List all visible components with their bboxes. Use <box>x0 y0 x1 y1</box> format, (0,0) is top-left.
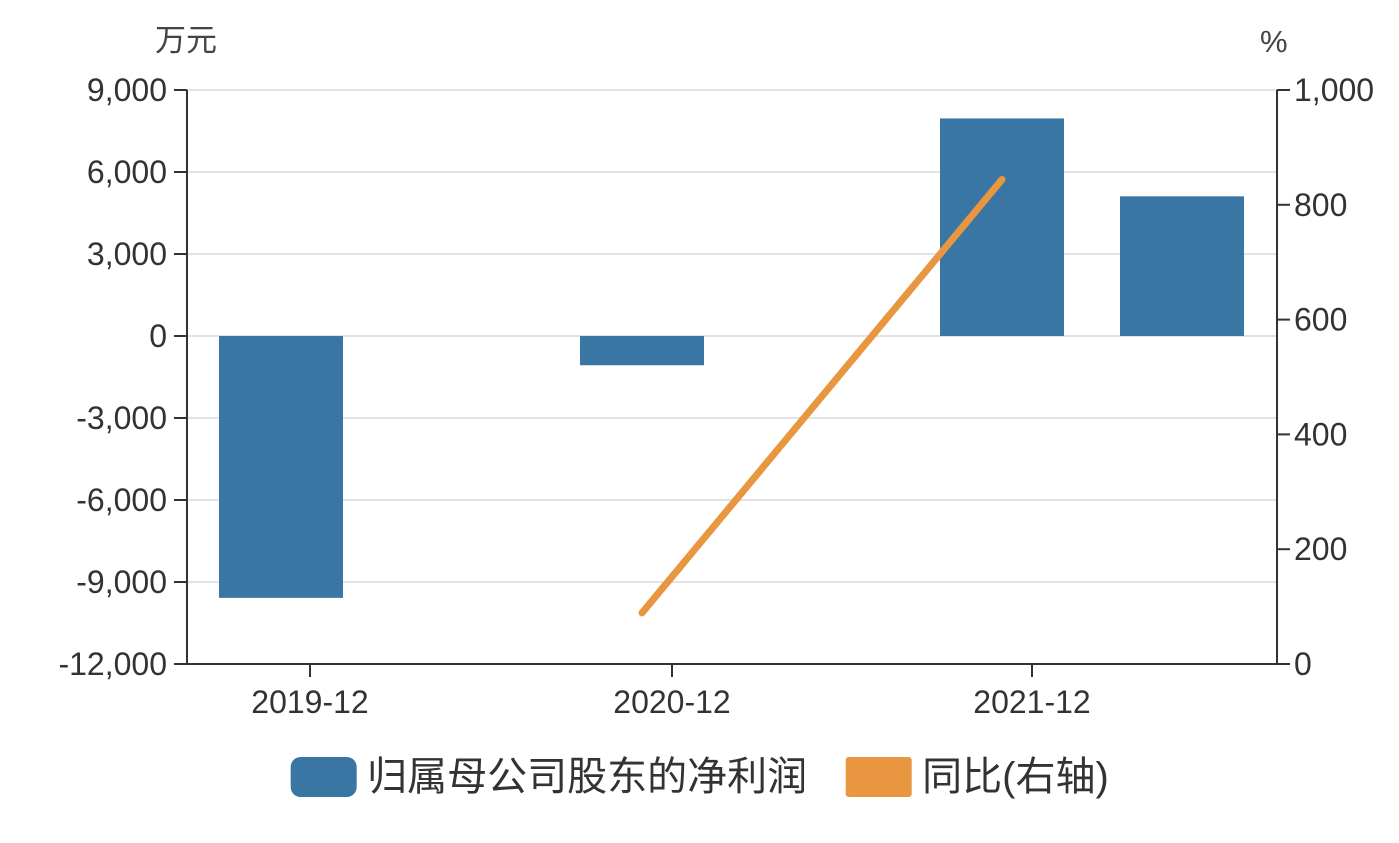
left-axis-tick-label: -6,000 <box>76 482 167 518</box>
left-axis-tick-label: -9,000 <box>76 564 167 600</box>
x-axis-tick-label: 2020-12 <box>613 684 730 720</box>
legend-item-net-profit[interactable]: 归属母公司股东的净利润 <box>290 757 807 797</box>
net-profit-bar-1[interactable] <box>580 336 704 366</box>
right-axis-tick-label: 800 <box>1294 187 1347 223</box>
right-axis-tick-label: 400 <box>1294 416 1347 452</box>
left-axis-unit-label: 万元 <box>155 23 217 58</box>
left-axis-tick-label: -3,000 <box>76 400 167 436</box>
legend: 归属母公司股东的净利润 同比(右轴) <box>290 757 1109 797</box>
right-axis-tick-label: 200 <box>1294 531 1347 567</box>
x-axis-tick-label: 2019-12 <box>251 684 368 720</box>
legend-item-yoy[interactable]: 同比(右轴) <box>845 757 1109 797</box>
net-profit-swatch-icon <box>290 757 357 797</box>
left-axis-tick-label: 3,000 <box>87 236 167 272</box>
net-profit-bar-3[interactable] <box>1120 196 1244 336</box>
yoy-swatch-icon <box>845 757 912 797</box>
legend-label-yoy: 同比(右轴) <box>922 755 1109 799</box>
right-axis-tick-label: 0 <box>1294 646 1312 682</box>
left-axis-tick-label: -12,000 <box>58 646 167 682</box>
legend-label-net-profit: 归属母公司股东的净利润 <box>367 755 808 799</box>
right-axis-unit-label: % <box>1260 24 1288 59</box>
left-axis-tick-label: 6,000 <box>87 154 167 190</box>
left-axis-tick-label: 9,000 <box>87 72 167 108</box>
right-axis-tick-label: 600 <box>1294 302 1347 338</box>
left-axis-tick-label: 0 <box>149 318 167 354</box>
yoy-line[interactable] <box>638 176 1006 617</box>
x-axis-tick-label: 2021-12 <box>973 684 1090 720</box>
net-profit-bar-0[interactable] <box>219 336 343 598</box>
right-axis-tick-label: 1,000 <box>1294 72 1374 108</box>
